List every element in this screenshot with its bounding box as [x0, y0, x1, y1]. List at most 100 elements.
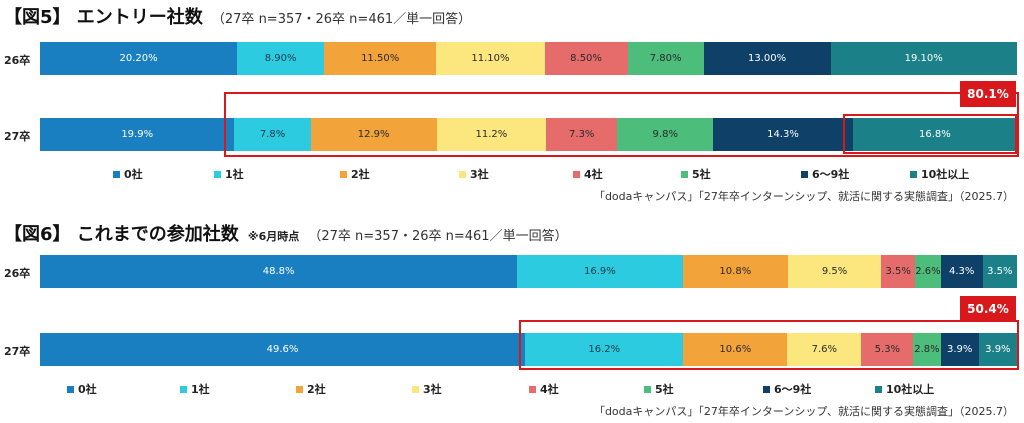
bar-segment: 49.6% [40, 333, 526, 366]
legend-item: 1社 [180, 381, 210, 397]
bar-segment: 7.8% [234, 118, 311, 151]
legend-item: 4社 [573, 166, 603, 182]
legend-label: 4社 [540, 383, 559, 396]
legend-swatch [910, 170, 917, 178]
legend-item: 0社 [67, 381, 97, 397]
legend-label: 10社以上 [921, 168, 970, 181]
bar-segment: 11.10% [436, 42, 545, 75]
bar-segment: 11.2% [436, 118, 547, 151]
legend-label: 1社 [225, 168, 244, 181]
bar-segment: 5.3% [861, 333, 914, 366]
fig6-note: ※6月時点 [247, 230, 300, 243]
fig6-title: 【図6】 これまでの参加社数 ※6月時点 （27卒 n=357・26卒 n=46… [4, 220, 568, 246]
bar-segment: 19.10% [830, 42, 1017, 75]
bar-segment: 13.00% [703, 42, 831, 75]
legend-item: 3社 [412, 381, 442, 397]
bar-segment: 9.8% [617, 118, 714, 151]
fig6-bar-27: 49.6% 16.2% 10.6% 7.6% 5.3% 2.8% 3.9% 3.9% [40, 333, 1017, 366]
fig6-row-label-27: 27卒 [4, 345, 31, 358]
bar-segment: 7.80% [627, 42, 704, 75]
bar-segment: 2.8% [913, 333, 941, 366]
legend-swatch [681, 170, 688, 178]
bar-segment: 3.5% [982, 255, 1017, 288]
bar-segment: 20.20% [40, 42, 238, 75]
legend-swatch [412, 385, 419, 393]
bar-segment: 3.9% [940, 333, 979, 366]
legend-swatch [875, 385, 882, 393]
legend-label: 3社 [423, 383, 442, 396]
fig5-highlight-badge: 80.1% [960, 81, 1016, 107]
bar-segment: 14.3% [713, 118, 853, 151]
fig6-highlight-box [519, 320, 1019, 370]
legend-item: 10社以上 [910, 166, 969, 182]
legend-item: 5社 [644, 381, 674, 397]
legend-item: 3社 [459, 166, 489, 182]
legend-label: 2社 [307, 383, 326, 396]
legend-item: 2社 [296, 381, 326, 397]
bar-segment: 9.5% [788, 255, 882, 288]
legend-label: 4社 [584, 168, 603, 181]
bar-segment: 11.50% [324, 42, 437, 75]
fig5-bar-27: 19.9% 7.8% 12.9% 11.2% 7.3% 9.8% 14.3% 16.8% [40, 118, 1017, 151]
legend-label: 5社 [655, 383, 674, 396]
fig5-inner-highlight-box [843, 114, 1017, 154]
legend-swatch [529, 385, 536, 393]
legend-item: 5社 [681, 166, 711, 182]
legend-label: 6～9社 [774, 383, 812, 396]
legend-swatch [763, 385, 770, 393]
bar-segment: 10.6% [683, 333, 788, 366]
legend-label: 1社 [191, 383, 210, 396]
legend-item: 10社以上 [875, 381, 934, 397]
legend-label: 0社 [78, 383, 97, 396]
fig6-row-label-26: 26卒 [4, 267, 31, 280]
bar-segment: 8.50% [544, 42, 628, 75]
legend-swatch [644, 385, 651, 393]
fig5-title-text: 【図5】 エントリー社数 [4, 7, 203, 28]
bar-segment: 3.9% [978, 333, 1017, 366]
bar-segment: 10.8% [682, 255, 789, 288]
legend-item: 6～9社 [801, 166, 849, 182]
fig5-bar-26: 20.20% 8.90% 11.50% 11.10% 8.50% 7.80% 13.00% 1… [40, 42, 1017, 75]
bar-segment: 7.6% [787, 333, 862, 366]
bar-segment: 19.9% [40, 118, 235, 151]
legend-label: 10社以上 [886, 383, 935, 396]
legend-swatch [459, 170, 466, 178]
legend-item: 0社 [113, 166, 143, 182]
fig6-subtitle: （27卒 n=357・26卒 n=461／単一回答） [308, 229, 568, 244]
fig5-subtitle: （27卒 n=357・26卒 n=461／単一回答） [211, 12, 472, 27]
fig6-source: 「dodaキャンパス」「27年卒インターンシップ、就活に関する実態調査」（202… [593, 405, 1014, 418]
legend-label: 0社 [124, 168, 143, 181]
bar-segment: 2.6% [915, 255, 941, 288]
legend-label: 2社 [351, 168, 370, 181]
fig6-legend: 0社 1社 2社 3社 4社 5社 6～9社 10社以上 [0, 381, 1024, 397]
legend-item: 2社 [340, 166, 370, 182]
bar-segment: 3.5% [881, 255, 916, 288]
bar-segment: 16.9% [517, 255, 683, 288]
legend-item: 4社 [529, 381, 559, 397]
bar-segment: 48.8% [40, 255, 518, 288]
bar-segment: 8.90% [237, 42, 325, 75]
fig6-title-text: 【図6】 これまでの参加社数 [4, 224, 239, 245]
legend-swatch [296, 385, 303, 393]
legend-label: 5社 [692, 168, 711, 181]
legend-swatch [113, 170, 120, 178]
legend-swatch [340, 170, 347, 178]
legend-label: 6～9社 [812, 168, 850, 181]
fig5-row-label-27: 27卒 [4, 130, 31, 143]
fig6-bar-26: 48.8% 16.9% 10.8% 9.5% 3.5% 2.6% 4.3% 3.5% [40, 255, 1017, 288]
legend-swatch [214, 170, 221, 178]
fig5-legend: 0社 1社 2社 3社 4社 5社 6～9社 10社以上 [0, 166, 1024, 182]
bar-segment: 4.3% [940, 255, 983, 288]
legend-item: 6～9社 [763, 381, 811, 397]
legend-swatch [573, 170, 580, 178]
fig5-row-label-26: 26卒 [4, 54, 31, 67]
bar-segment: 16.8% [852, 118, 1017, 151]
fig6-highlight-badge: 50.4% [960, 296, 1016, 322]
bar-segment: 12.9% [310, 118, 437, 151]
legend-item: 1社 [214, 166, 244, 182]
legend-swatch [67, 385, 74, 393]
legend-swatch [801, 170, 808, 178]
fig5-highlight-box [224, 92, 1019, 157]
bar-segment: 7.3% [546, 118, 618, 151]
fig5-title: 【図5】 エントリー社数 （27卒 n=357・26卒 n=461／単一回答） [4, 3, 471, 29]
